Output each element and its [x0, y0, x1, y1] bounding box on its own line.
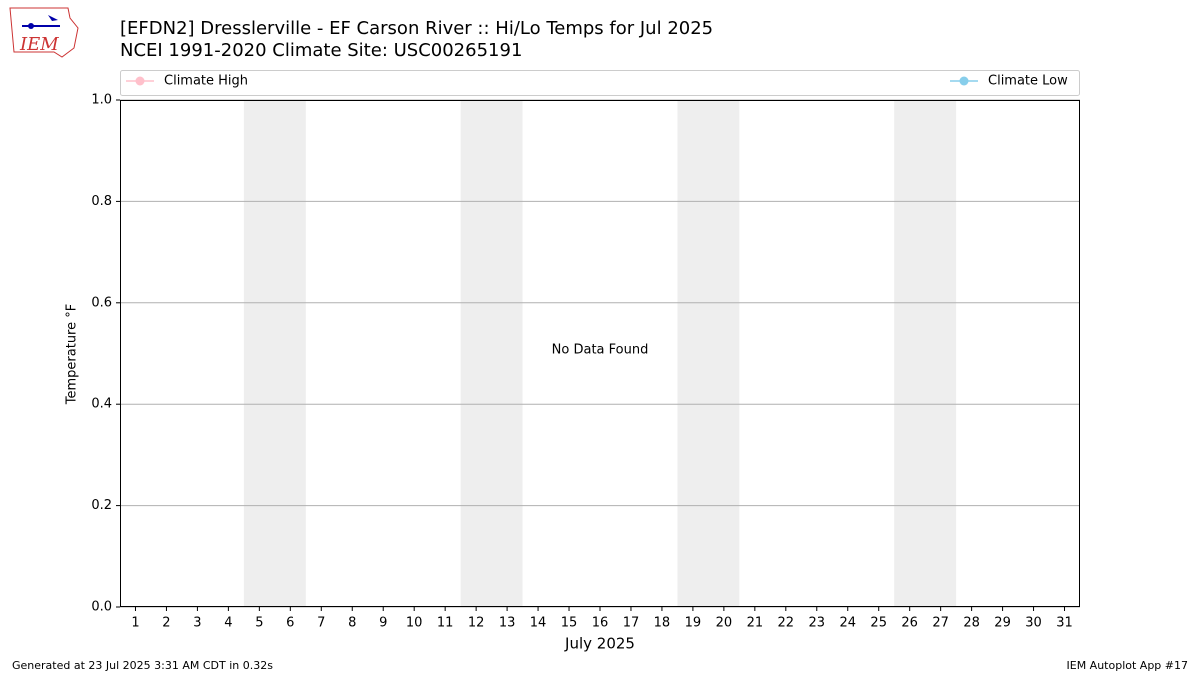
x-tick-label: 4: [224, 616, 232, 631]
x-tick-label: 6: [286, 616, 294, 631]
x-tick-label: 9: [379, 616, 387, 631]
y-axis-label: Temperature °F: [65, 304, 80, 405]
x-tick-label: 8: [348, 616, 356, 631]
x-tick-label: 12: [468, 616, 485, 631]
x-tick-label: 18: [654, 616, 671, 631]
x-tick-label: 16: [592, 616, 609, 631]
x-tick-label: 3: [193, 616, 201, 631]
legend-marker: [959, 76, 969, 86]
x-tick-label: 20: [716, 616, 733, 631]
x-tick-label: 5: [255, 616, 263, 631]
x-tick-label: 21: [747, 616, 764, 631]
legend: [120, 70, 1080, 96]
legend-label: Climate High: [164, 74, 248, 89]
x-tick-label: 14: [530, 616, 547, 631]
y-tick-label: 0.6: [91, 295, 112, 310]
weekend-band: [243, 100, 306, 607]
x-tick-label: 7: [317, 616, 325, 631]
x-tick-label: 30: [1025, 616, 1042, 631]
x-tick-label: 10: [406, 616, 423, 631]
x-tick-label: 23: [809, 616, 826, 631]
x-tick-label: 19: [685, 616, 702, 631]
chart-title: [EFDN2] Dresslerville - EF Carson River …: [120, 18, 713, 39]
x-tick-label: 29: [994, 616, 1011, 631]
logo-text: IEM: [19, 34, 59, 55]
x-tick-label: 13: [499, 616, 516, 631]
y-tick-label: 1.0: [91, 93, 112, 108]
legend-marker: [135, 76, 145, 86]
plot-frame: [120, 100, 1080, 607]
x-tick-label: 26: [901, 616, 918, 631]
y-tick-label: 0.0: [91, 600, 112, 615]
x-tick-label: 24: [839, 616, 856, 631]
x-tick-label: 17: [623, 616, 640, 631]
annotation: No Data Found: [552, 343, 649, 358]
x-tick-label: 2: [162, 616, 170, 631]
x-tick-label: 11: [437, 616, 454, 631]
footer-left: Generated at 23 Jul 2025 3:31 AM CDT in …: [12, 659, 273, 672]
x-tick-label: 31: [1056, 616, 1073, 631]
weekend-band: [677, 100, 740, 607]
x-tick-label: 27: [932, 616, 949, 631]
x-tick-label: 28: [963, 616, 980, 631]
x-tick-label: 25: [870, 616, 887, 631]
weekend-band: [894, 100, 957, 607]
chart-subtitle: NCEI 1991-2020 Climate Site: USC00265191: [120, 40, 522, 61]
y-tick-label: 0.2: [91, 498, 112, 513]
legend-label: Climate Low: [988, 74, 1068, 89]
logo: IEM: [9, 7, 79, 58]
x-tick-label: 1: [131, 616, 139, 631]
footer-right: IEM Autoplot App #17: [1067, 659, 1189, 672]
y-tick-label: 0.8: [91, 194, 112, 209]
y-tick-label: 0.4: [91, 397, 112, 412]
x-tick-label: 15: [561, 616, 578, 631]
weekend-band: [460, 100, 523, 607]
x-tick-label: 22: [778, 616, 795, 631]
x-axis-label: July 2025: [564, 635, 635, 653]
